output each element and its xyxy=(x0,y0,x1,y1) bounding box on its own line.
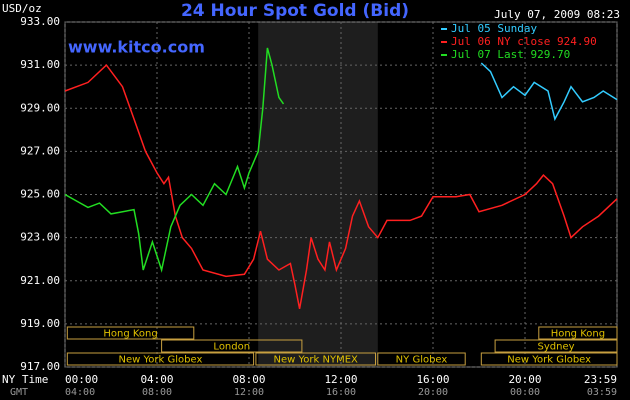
x2-tick-label: 03:59 xyxy=(587,387,617,398)
x-tick-label: 00:00 xyxy=(65,373,98,386)
y-tick-label: 917.00 xyxy=(20,360,60,373)
y-tick-label: 931.00 xyxy=(20,58,60,71)
legend-label: Jul 07 Last 929.70 xyxy=(451,48,570,61)
session-box xyxy=(66,352,255,366)
session-label: New York NYMEX xyxy=(274,355,359,366)
y-tick-label: 933.00 xyxy=(20,15,60,28)
x2-tick-label: 08:00 xyxy=(142,387,172,398)
session-box xyxy=(494,339,618,353)
price-line xyxy=(64,63,618,309)
y-tick-label: 929.00 xyxy=(20,101,60,114)
session-label: New York Globex xyxy=(507,355,591,366)
session-label: Sydney xyxy=(538,342,575,353)
price-line xyxy=(480,62,618,122)
x-tick-label: 08:00 xyxy=(232,373,265,386)
x2-tick-label: 12:00 xyxy=(234,387,264,398)
session-box xyxy=(480,352,618,366)
y-tick-label: 923.00 xyxy=(20,231,60,244)
y-tick-label: 925.00 xyxy=(20,188,60,201)
chart-title: 24 Hour Spot Gold (Bid) xyxy=(181,1,409,21)
y-tick-label: 921.00 xyxy=(20,274,60,287)
session-box xyxy=(161,339,303,353)
legend-label: Jul 05 Sunday xyxy=(451,22,537,35)
session-box xyxy=(66,326,195,340)
x-tick-label: 16:00 xyxy=(416,373,449,386)
x-tick-label: 12:00 xyxy=(324,373,357,386)
x2-tick-label: 00:00 xyxy=(510,387,540,398)
price-line xyxy=(64,47,285,273)
session-label: NY Globex xyxy=(396,355,448,366)
session-label: London xyxy=(213,342,250,353)
x-tick-label: 04:00 xyxy=(140,373,173,386)
session-box xyxy=(377,352,466,366)
legend-label: Jul 06 NY close 924.90 xyxy=(451,35,597,48)
x2-tick-label: 20:00 xyxy=(418,387,448,398)
x2-tick-label: 04:00 xyxy=(65,387,95,398)
x-axis-label: NY Time xyxy=(2,373,48,386)
highlight-span xyxy=(258,22,378,367)
x2-axis-label: GMT xyxy=(10,387,28,398)
session-label: Hong Kong xyxy=(103,329,157,340)
session-box xyxy=(538,326,618,340)
x-tick-label: 23:59 xyxy=(584,373,617,386)
x2-tick-label: 16:00 xyxy=(326,387,356,398)
session-label: Hong Kong xyxy=(551,329,605,340)
y-tick-label: 927.00 xyxy=(20,144,60,157)
y-axis-label: USD/oz xyxy=(2,2,42,15)
session-box xyxy=(255,352,376,366)
y-tick-label: 919.00 xyxy=(20,317,60,330)
subtitle: July 07, 2009 08:23 xyxy=(494,8,620,21)
session-label: New York Globex xyxy=(119,355,203,366)
x-tick-label: 20:00 xyxy=(508,373,541,386)
watermark: www.kitco.com xyxy=(68,38,205,57)
